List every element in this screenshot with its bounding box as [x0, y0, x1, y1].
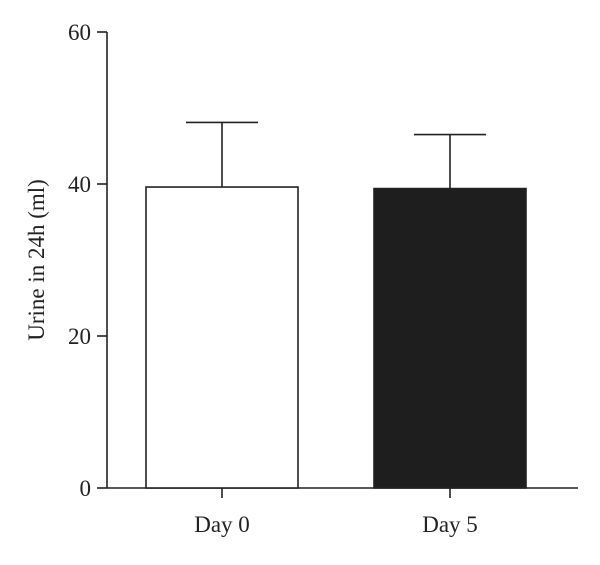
bar-day-0 [145, 186, 299, 489]
y-tick-label: 40 [68, 172, 91, 197]
bars [145, 186, 527, 489]
error-bars [186, 121, 486, 189]
x-tick-label: Day 0 [194, 512, 250, 537]
y-tick-label: 60 [68, 20, 91, 45]
y-tick-label: 20 [68, 324, 91, 349]
bar-day-5 [373, 187, 527, 489]
x-tick-label: Day 5 [422, 512, 478, 537]
y-tick-label: 0 [80, 476, 92, 501]
y-axis-label: Urine in 24h (ml) [24, 179, 49, 341]
labels: Urine in 24h (ml) 0 20 40 60 Day 0 Day 5 [24, 20, 478, 537]
